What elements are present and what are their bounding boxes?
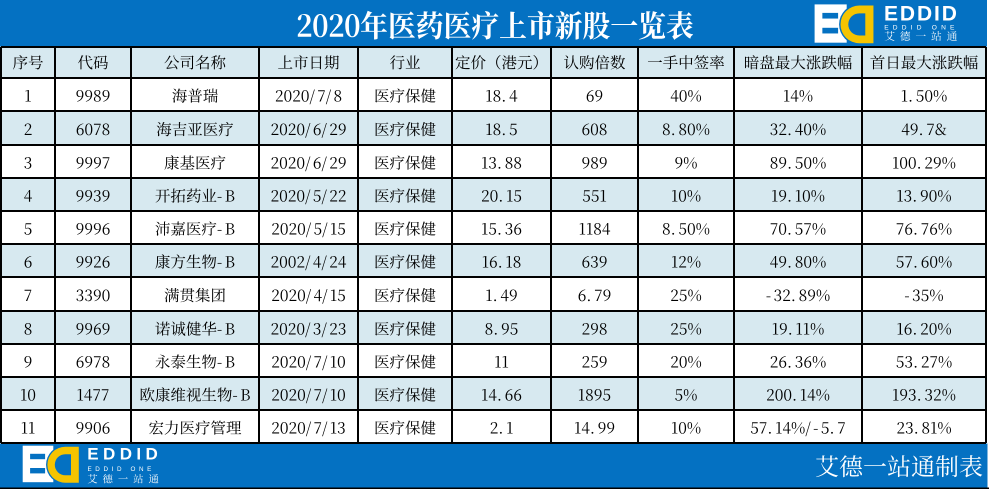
svg-text:EDDID: EDDID xyxy=(87,444,162,463)
svg-text:EDDID ONE: EDDID ONE xyxy=(88,466,155,473)
svg-text:EDDID ONE: EDDID ONE xyxy=(884,24,958,31)
svg-text:EDDID: EDDID xyxy=(884,2,959,25)
